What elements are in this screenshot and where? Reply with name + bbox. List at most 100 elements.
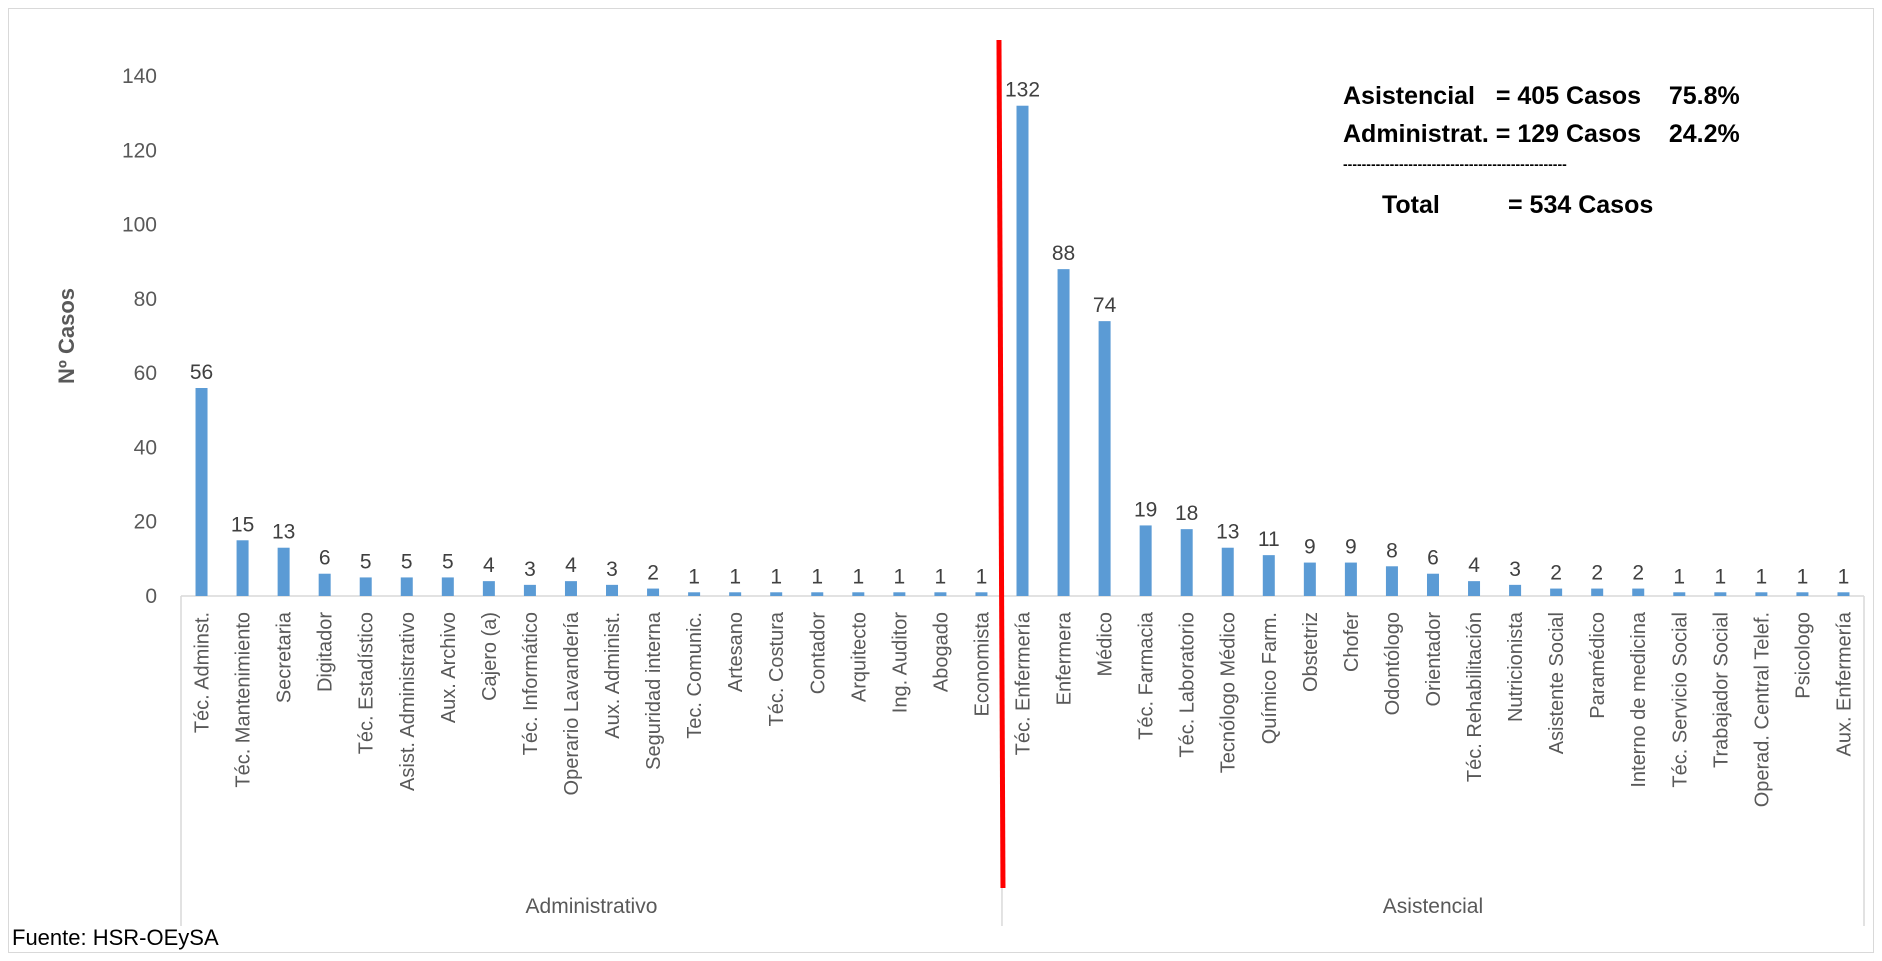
data-label: 1 <box>688 565 700 588</box>
data-label: 9 <box>1345 536 1357 559</box>
bar <box>441 577 454 596</box>
chart-frame <box>8 8 1874 953</box>
y-tick-label: 0 <box>145 585 157 608</box>
y-tick-label: 80 <box>134 288 157 311</box>
data-label: 4 <box>565 554 577 577</box>
category-label: Químico Farm. <box>1259 612 1281 744</box>
category-label: Téc. Farmacia <box>1136 611 1158 740</box>
category-label: Téc. Adminst. <box>192 612 214 733</box>
bar <box>688 592 701 596</box>
category-label: Téc. Laboratorio <box>1177 612 1199 758</box>
category-label: Contador <box>807 612 829 695</box>
data-label: 15 <box>231 513 254 536</box>
bar <box>1262 555 1275 596</box>
data-label: 1 <box>1756 565 1768 588</box>
data-label: 1 <box>976 565 988 588</box>
bar <box>1673 592 1686 596</box>
data-label: 6 <box>1427 547 1439 570</box>
category-label: Arquitecto <box>848 612 870 702</box>
summary-separator: ----------------------------------------… <box>1343 156 1567 172</box>
data-label: 8 <box>1386 539 1398 562</box>
data-label: 6 <box>319 547 331 570</box>
category-label: Odontólogo <box>1382 612 1404 715</box>
group-label: Administrativo <box>526 895 658 918</box>
summary-asistencial: Asistencial = 405 Casos 75.8% <box>1343 82 1740 110</box>
bar <box>1591 588 1604 596</box>
bar <box>1632 588 1645 596</box>
bar <box>729 592 742 596</box>
data-label: 4 <box>483 554 495 577</box>
data-label: 132 <box>1005 79 1040 102</box>
data-label: 1 <box>729 565 741 588</box>
bar <box>1098 321 1111 596</box>
category-label: Psicologo <box>1792 612 1814 699</box>
data-label: 4 <box>1468 554 1480 577</box>
bar <box>1221 547 1234 596</box>
data-label: 74 <box>1093 294 1117 317</box>
category-label: Interno de medicina <box>1628 611 1650 788</box>
category-label: Asistente Social <box>1546 612 1568 754</box>
data-label: 1 <box>852 565 864 588</box>
category-label: Operario Lavandería <box>561 611 583 795</box>
category-label: Aux. Enfermería <box>1833 611 1855 756</box>
bar <box>770 592 783 596</box>
data-label: 2 <box>1550 562 1562 585</box>
category-label: Téc. Enfermería <box>1013 611 1035 755</box>
data-label: 1 <box>1673 565 1685 588</box>
category-label: Operad. Central Telef. <box>1751 612 1773 807</box>
data-label: 1 <box>1838 565 1850 588</box>
bar <box>1550 588 1563 596</box>
category-label: Economista <box>971 611 993 716</box>
data-label: 3 <box>606 558 618 581</box>
category-label: Obstetriz <box>1300 612 1322 692</box>
data-label: 2 <box>1632 562 1644 585</box>
bar <box>359 577 372 596</box>
category-label: Aux. Administ. <box>602 612 624 739</box>
summary-total-label: Total <box>1382 191 1440 219</box>
y-tick-label: 140 <box>122 65 157 88</box>
data-label: 13 <box>272 521 295 544</box>
data-label: 1 <box>894 565 906 588</box>
bar <box>1139 525 1152 596</box>
group-divider-line <box>996 39 1006 889</box>
category-label: Tecnólogo Médico <box>1218 612 1240 773</box>
data-label: 5 <box>360 550 372 573</box>
bar <box>1426 573 1439 596</box>
data-label: 9 <box>1304 536 1316 559</box>
category-label: Ing. Auditor <box>889 612 911 714</box>
data-label: 56 <box>190 361 213 384</box>
category-label: Médico <box>1095 612 1117 676</box>
source-note: Fuente: HSR-OEySA <box>12 925 219 950</box>
bar <box>1714 592 1727 596</box>
data-label: 5 <box>442 550 454 573</box>
data-label: 2 <box>1591 562 1603 585</box>
bar <box>1180 529 1193 596</box>
data-label: 5 <box>401 550 413 573</box>
category-label: Téc. Costura <box>766 611 788 726</box>
bar <box>852 592 865 596</box>
category-label: Cajero (a) <box>479 612 501 701</box>
bar <box>1796 592 1809 596</box>
data-label: 1 <box>770 565 782 588</box>
data-label: 19 <box>1134 498 1157 521</box>
category-label: Secretaria <box>274 611 296 703</box>
bar <box>1385 566 1398 596</box>
category-label: Téc. Mantenimiento <box>233 612 255 788</box>
category-label: Digitador <box>315 612 337 692</box>
category-label: Tec. Comunic. <box>684 612 706 739</box>
category-label: Aux. Archivo <box>438 612 460 723</box>
bar <box>1057 269 1070 596</box>
bar <box>1016 105 1029 596</box>
bar <box>1509 584 1522 596</box>
category-label: Téc. Rehabilitación <box>1464 612 1486 782</box>
bar <box>893 592 906 596</box>
category-label: Nutricionista <box>1505 611 1527 722</box>
category-label: Enfermera <box>1054 611 1076 705</box>
bar <box>1344 562 1357 596</box>
category-label: Seguridad interna <box>643 611 665 770</box>
category-label: Asist. Administrativo <box>397 612 419 791</box>
bar <box>564 581 577 596</box>
bar <box>318 573 331 596</box>
data-label: 88 <box>1052 242 1075 265</box>
category-label: Téc. Servicio Social <box>1669 612 1691 788</box>
